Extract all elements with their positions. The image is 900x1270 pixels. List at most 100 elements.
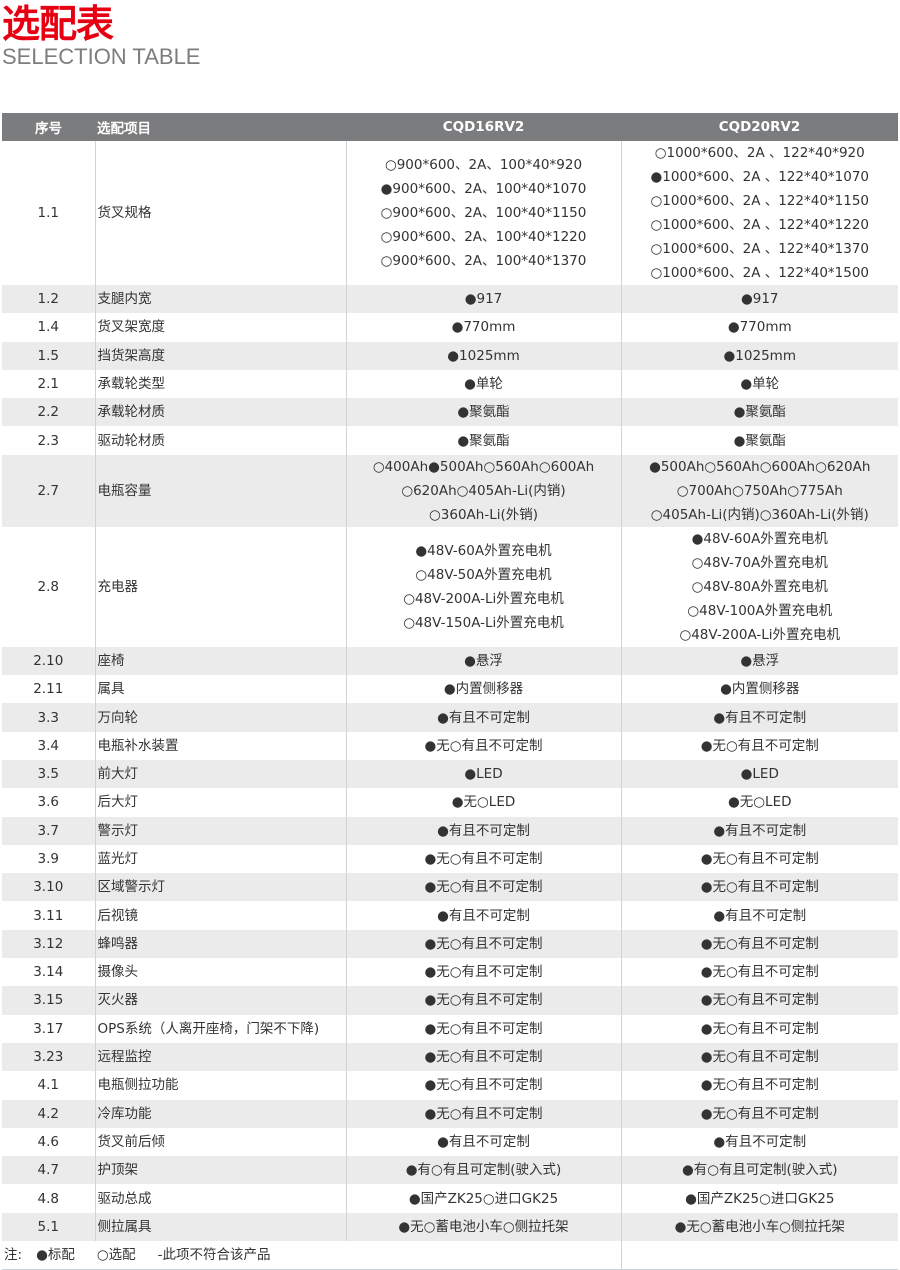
note-standard: ●标配 [36,1247,75,1264]
table-row: 2.11 属具 ●内置侧移器 ●内置侧移器 [2,675,898,704]
row-number: 3.6 [2,788,95,817]
table-row: 2.7 电瓶容量 ○400Ah●500Ah○560Ah○600Ah ○620Ah○40… [2,454,898,527]
cqd20rv2-value: ●无○有且不可定制 [620,873,898,902]
table-row: 3.6 后大灯 ●无○LED ●无○LED [2,788,898,817]
option-text: ●无○有且不可定制 [700,992,819,1009]
column-header-cqd20rv2: CQD20RV2 [621,113,898,141]
option-text: ●聚氨酯 [733,432,786,449]
table-row: 4.1 电瓶侧拉功能 ●无○有且不可定制 ●无○有且不可定制 [2,1071,898,1100]
option-text: ●LED [464,766,503,783]
table-row: 3.12 蜂鸣器 ●无○有且不可定制 ●无○有且不可定制 [2,929,898,959]
row-item-name: 后视镜 [94,901,346,930]
column-header-no: 序号 [2,113,95,141]
cqd20rv2-value: ●有且不可定制 [620,1127,898,1157]
table-row: 2.8 充电器 ●48V-60A外置充电机 ○48V-50A外置充电机 ○48V-200… [2,526,898,647]
row-number: 3.9 [2,844,95,874]
option-text: ○360Ah-Li(外销) [428,506,538,523]
cqd20rv2-value: ●无○LED [620,788,898,817]
row-number: 3.5 [2,759,95,789]
row-item-name: 驱动总成 [94,1184,346,1213]
table-row: 4.6 货叉前后倾 ●有且不可定制 ●有且不可定制 [2,1127,898,1157]
row-number: 4.7 [2,1156,95,1185]
row-item-name: 电瓶侧拉功能 [94,1071,346,1100]
option-text: ○405Ah-Li(内销)○360Ah-Li(外销) [650,506,869,523]
column-header-cqd16rv2: CQD16RV2 [346,113,621,141]
table-row: 3.4 电瓶补水装置 ●无○有且不可定制 ●无○有且不可定制 [2,731,898,760]
option-text: ○1000*600、2A 、122*40*1370 [650,241,870,257]
row-item-name: 支腿内宽 [94,285,346,314]
cqd16rv2-value: ●有且不可定制 [345,901,621,930]
option-text: ○48V-150A-Li外置充电机 [403,614,564,631]
row-item-name: 驱动轮材质 [94,426,346,455]
cqd20rv2-value: ●内置侧移器 [620,675,898,704]
cqd16rv2-value: ●无○有且不可定制 [345,986,621,1015]
table-row: 3.10 区域警示灯 ●无○有且不可定制 ●无○有且不可定制 [2,873,898,902]
option-text: ○48V-50A外置充电机 [415,566,552,583]
row-item-name: 远程监控 [94,1042,346,1072]
cqd20rv2-value: ●无○有且不可定制 [620,929,898,959]
cqd16rv2-value: ●1025mm [345,341,621,370]
cqd16rv2-value: ●悬浮 [345,646,621,676]
cqd20rv2-value: ●无○有且不可定制 [620,958,898,987]
option-text: ●无○有且不可定制 [424,737,543,754]
option-text: ●无○有且不可定制 [424,1049,543,1066]
option-text: ●无○有且不可定制 [700,851,819,867]
option-text: ●无○有且不可定制 [700,737,819,754]
cqd20rv2-value: ●917 [620,285,898,314]
option-text: ○48V-200A-Li外置充电机 [679,626,841,643]
option-text: ●无○LED [727,794,792,811]
cqd20rv2-value: ●无○有且不可定制 [620,1014,898,1043]
option-text: ●917 [740,291,779,308]
row-item-name: OPS系统（人离开座椅，门架不下降) [94,1014,346,1043]
row-number: 3.12 [2,929,95,959]
option-text: ●有且不可定制 [713,709,807,726]
cqd16rv2-value: ●48V-60A外置充电机 ○48V-50A外置充电机 ○48V-200A-Li外置… [345,526,621,647]
row-item-name: 护顶架 [94,1156,346,1185]
option-text: ●无○有且不可定制 [700,1020,819,1037]
cqd20rv2-value: ●有且不可定制 [620,901,898,930]
option-text: ●无○有且不可定制 [424,964,543,981]
option-text: ●无○有且不可定制 [700,1105,819,1122]
table-row: 4.8 驱动总成 ●国产ZK25○进口GK25 ●国产ZK25○进口GK25 [2,1184,898,1213]
table-row: 3.3 万向轮 ●有且不可定制 ●有且不可定制 [2,703,898,732]
cqd16rv2-value: ●无○有且不可定制 [345,1014,621,1043]
option-text: ●48V-60A外置充电机 [691,530,828,547]
row-number: 3.15 [2,986,95,1015]
row-number: 4.2 [2,1099,95,1128]
page-subtitle: SELECTION TABLE [2,44,201,69]
row-number: 3.10 [2,873,95,902]
option-text: ●无○有且不可定制 [424,1020,543,1037]
option-text: ●内置侧移器 [443,681,524,698]
cqd16rv2-value: ●无○有且不可定制 [345,1099,621,1128]
option-text: ●有且不可定制 [713,822,807,839]
cqd16rv2-value: ●无○有且不可定制 [345,731,621,760]
table-header-row: 序号 选配项目 CQD16RV2 CQD20RV2 [2,113,898,141]
row-item-name: 区域警示灯 [94,873,346,902]
option-text: ●无○有且不可定制 [700,1077,819,1094]
option-text: ●1000*600、2A 、122*40*1070 [650,169,870,185]
cqd20rv2-value: ●48V-60A外置充电机 ○48V-70A外置充电机 ○48V-80A外置充电机 ○… [620,526,898,647]
table-row: 1.1 货叉规格 ○900*600、2A、100*40*920 ●900*600、2A… [2,141,898,285]
page-title: 选配表 [2,2,114,46]
option-text: ●无○有且不可定制 [424,851,543,867]
cqd16rv2-value: ●有○有且可定制(驶入式) [345,1156,621,1185]
option-text: ●悬浮 [740,652,780,669]
table-row: 4.7 护顶架 ●有○有且可定制(驶入式) ●有○有且可定制(驶入式) [2,1156,898,1185]
cqd16rv2-value: ●有且不可定制 [345,1127,621,1157]
note-not-applicable: -此项不符合该产品 [157,1247,271,1264]
option-text: ○620Ah○405Ah-Li(内销) [401,482,566,499]
row-number: 1.5 [2,341,95,370]
row-number: 5.1 [2,1212,95,1242]
option-text: ●500Ah○560Ah○600Ah○620Ah [649,458,871,475]
option-text: ●有○有且可定制(驶入式) [681,1162,838,1179]
row-item-name: 蜂鸣器 [94,929,346,959]
option-text: ●LED [740,766,779,783]
cqd16rv2-value: ●LED [345,759,621,789]
option-text: ●单轮 [740,376,780,393]
row-number: 1.2 [2,285,95,314]
option-text: ●无○有且不可定制 [700,964,819,981]
row-number: 2.10 [2,646,95,676]
row-item-name: 货叉规格 [94,141,346,285]
note-optional: ○选配 [96,1247,136,1264]
option-text: ●无○有且不可定制 [424,935,543,952]
